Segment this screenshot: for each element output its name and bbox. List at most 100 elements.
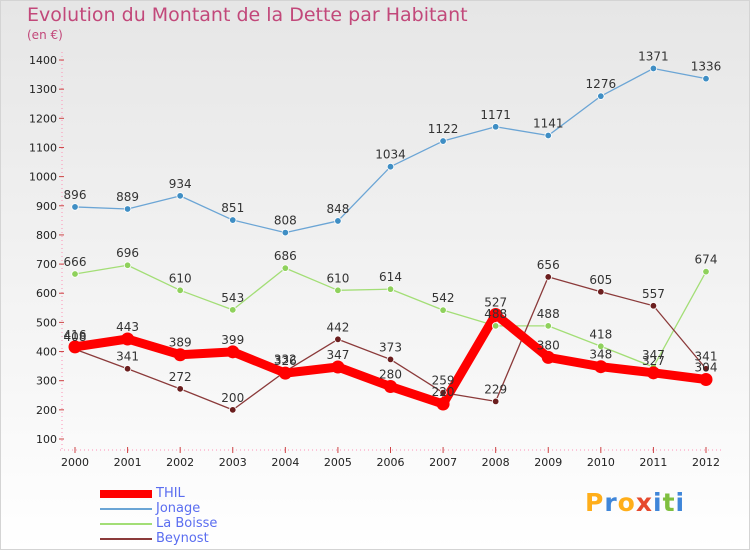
data-label-la-boisse: 610 — [169, 271, 192, 285]
data-label-jonage: 896 — [64, 188, 87, 202]
data-label-jonage: 1034 — [375, 148, 406, 162]
data-point-thil — [436, 397, 450, 411]
logo-letter: r — [604, 488, 618, 517]
data-point-jonage — [229, 216, 237, 224]
x-tick-label: 2011 — [639, 456, 667, 469]
x-tick-label: 2012 — [692, 456, 720, 469]
x-tick-label: 2004 — [271, 456, 299, 469]
legend-label-la-boisse: La Boisse — [156, 516, 218, 531]
data-label-la-boisse: 610 — [326, 271, 349, 285]
data-label-jonage: 1276 — [586, 77, 617, 91]
data-label-la-boisse: 347 — [642, 348, 665, 362]
data-label-thil: 380 — [537, 338, 560, 352]
value-labels: 896 889 934 851 808 848 1034 1122 1171 1141 1276 13… — [64, 49, 722, 404]
data-label-la-boisse: 674 — [695, 253, 718, 267]
chart-legend: THIL Jonage La Boisse Beynost — [100, 486, 260, 547]
data-label-la-boisse: 488 — [484, 307, 507, 321]
data-point-thil — [173, 348, 187, 362]
logo-letter: t — [662, 488, 676, 517]
data-point-jonage — [281, 228, 290, 237]
y-tick-label: 300 — [36, 375, 57, 388]
data-label-jonage: 1141 — [533, 117, 564, 131]
x-tick-label: 2003 — [219, 456, 247, 469]
legend-item-jonage: Jonage — [100, 501, 260, 517]
chart-axes: 100 200 300 400 500 600 700 800 900 1000 1100 1200 1… — [29, 52, 722, 469]
data-point-thil — [68, 340, 82, 354]
legend-swatch-beynost — [100, 538, 152, 540]
data-label-la-boisse: 614 — [379, 270, 402, 284]
data-point-thil — [278, 366, 292, 380]
logo-letter: o — [617, 488, 636, 517]
y-tick-label: 200 — [36, 404, 57, 417]
legend-swatch-thil — [100, 490, 152, 498]
data-label-beynost: 229 — [484, 382, 507, 396]
data-label-beynost: 200 — [221, 391, 244, 405]
legend-swatch-la-boisse — [100, 523, 152, 525]
data-point-la-boisse — [281, 264, 290, 272]
data-point-la-boisse — [71, 270, 79, 278]
data-label-jonage: 1122 — [428, 122, 459, 136]
y-tick-label: 600 — [36, 287, 57, 300]
data-point-jonage — [491, 123, 500, 131]
legend-item-thil: THIL — [100, 486, 260, 502]
data-label-thil: 416 — [64, 328, 87, 342]
data-label-thil: 304 — [695, 361, 718, 375]
data-point-beynost — [229, 406, 237, 414]
data-label-jonage: 889 — [116, 190, 139, 204]
data-label-beynost: 332 — [274, 352, 297, 366]
data-point-jonage — [71, 203, 79, 211]
data-point-la-boisse — [386, 285, 395, 293]
data-label-la-boisse: 543 — [221, 291, 244, 305]
data-label-la-boisse: 542 — [432, 291, 455, 305]
data-point-la-boisse — [334, 286, 342, 295]
data-label-beynost: 656 — [537, 258, 560, 272]
data-point-jonage — [649, 64, 658, 73]
data-label-jonage: 1171 — [480, 108, 511, 122]
data-label-la-boisse: 686 — [274, 249, 297, 263]
data-point-jonage — [439, 137, 447, 145]
data-point-jonage — [544, 131, 552, 140]
data-point-jonage — [176, 192, 184, 200]
data-label-beynost: 272 — [169, 370, 192, 384]
legend-label-thil: THIL — [156, 486, 185, 501]
data-point-thil — [384, 380, 397, 394]
legend-label-beynost: Beynost — [156, 531, 209, 546]
y-tick-label: 1300 — [29, 83, 57, 96]
data-point-jonage — [702, 74, 710, 83]
data-point-beynost — [702, 365, 710, 373]
data-label-thil: 280 — [379, 368, 402, 382]
data-label-thil: 389 — [169, 336, 192, 350]
chart-title: Evolution du Montant de la Dette par Hab… — [27, 4, 468, 26]
y-tick-label: 1200 — [29, 112, 57, 125]
y-tick-label: 1400 — [29, 54, 57, 67]
data-label-thil: 220 — [432, 385, 455, 399]
data-point-thil — [541, 350, 555, 364]
x-tick-label: 2009 — [534, 456, 562, 469]
data-point-jonage — [386, 163, 395, 171]
data-point-la-boisse — [229, 306, 237, 314]
proxiti-logo: Proxiti — [585, 488, 685, 517]
data-label-thil: 348 — [589, 348, 612, 362]
data-point-thil — [646, 366, 660, 380]
data-label-thil: 527 — [484, 296, 507, 310]
legend-item-la-boisse: La Boisse — [100, 516, 260, 532]
data-label-la-boisse: 696 — [116, 246, 139, 260]
x-tick-label: 2001 — [114, 456, 142, 469]
x-tick-label: 2007 — [429, 456, 457, 469]
y-tick-label: 1000 — [29, 171, 57, 184]
data-point-thil — [594, 360, 608, 374]
data-label-thil: 443 — [116, 320, 139, 334]
data-point-beynost — [491, 397, 500, 406]
data-label-la-boisse: 666 — [64, 255, 87, 269]
y-tick-label: 1100 — [29, 141, 57, 154]
data-point-beynost — [597, 288, 605, 296]
y-tick-label: 100 — [36, 433, 57, 446]
data-point-thil — [331, 360, 345, 374]
data-point-thil — [699, 373, 713, 387]
legend-item-beynost: Beynost — [100, 531, 260, 547]
data-label-thil: 399 — [221, 333, 244, 347]
data-point-la-boisse — [176, 286, 184, 295]
y-tick-label: 900 — [36, 200, 57, 213]
data-label-thil: 326 — [274, 354, 297, 368]
